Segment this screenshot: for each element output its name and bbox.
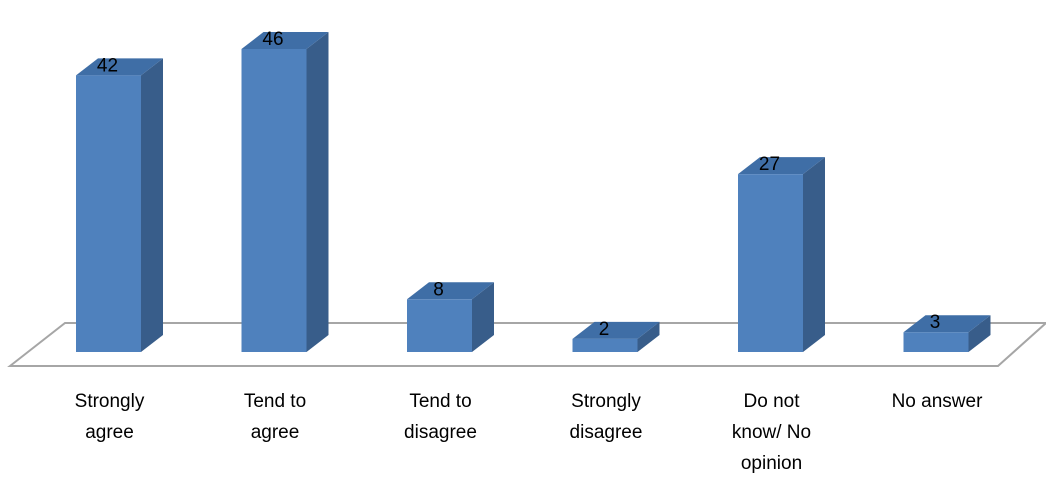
bar-front [738, 174, 803, 352]
chart-floor [7, 322, 1046, 367]
bar-top [738, 157, 825, 175]
category-label-line: disagree [570, 422, 643, 443]
bar-front [407, 299, 472, 352]
bar-top [241, 32, 329, 49]
category-label-line: Do not [744, 391, 801, 412]
bar-side [141, 58, 163, 352]
bar-side [803, 157, 825, 352]
bar-top [572, 321, 660, 339]
category-label-line: No answer [892, 391, 983, 412]
value-label: 2 [599, 319, 610, 340]
category-label-line: Tend to [409, 391, 471, 412]
category-label: Tend to disagree [404, 391, 477, 443]
category-label-line: Tend to [244, 391, 306, 412]
bar-3 [572, 321, 660, 352]
bar-top [903, 315, 991, 333]
category-label-line: Strongly [75, 391, 145, 412]
bars-group [76, 32, 991, 352]
bar-side [306, 32, 329, 352]
bar-2 [407, 282, 494, 352]
bar-top [76, 58, 163, 76]
category-label: Tend to agree [244, 391, 306, 443]
category-label: Do not know/ No opinion [732, 391, 811, 474]
bar-side [968, 315, 991, 352]
bar-front [241, 49, 307, 352]
bar-5 [903, 315, 991, 352]
category-label-line: opinion [741, 453, 802, 474]
category-label: Strongly disagree [570, 391, 643, 443]
value-label: 46 [262, 29, 283, 50]
value-label: 42 [97, 55, 118, 76]
category-label-line: know/ No [732, 422, 811, 443]
bar-top [407, 282, 494, 300]
bar-front [572, 338, 638, 352]
bar-1 [241, 32, 329, 352]
category-label: Strongly agree [75, 391, 145, 443]
bar-side [472, 282, 494, 352]
category-label-line: agree [85, 422, 134, 443]
bar-0 [76, 58, 163, 352]
bar-side [637, 321, 660, 352]
labels-group: 42 Strongly agree 46 Tend to agree 8 Tend to dis… [75, 29, 983, 474]
category-label-line: disagree [404, 422, 477, 443]
bar-4 [738, 157, 825, 352]
value-label: 3 [930, 312, 941, 333]
value-label: 27 [759, 154, 780, 175]
value-label: 8 [433, 279, 444, 300]
bar-front [76, 75, 141, 352]
category-label-line: Strongly [571, 391, 641, 412]
category-label: No answer [892, 391, 983, 412]
bar-front [903, 332, 969, 352]
category-label-line: agree [251, 422, 300, 443]
